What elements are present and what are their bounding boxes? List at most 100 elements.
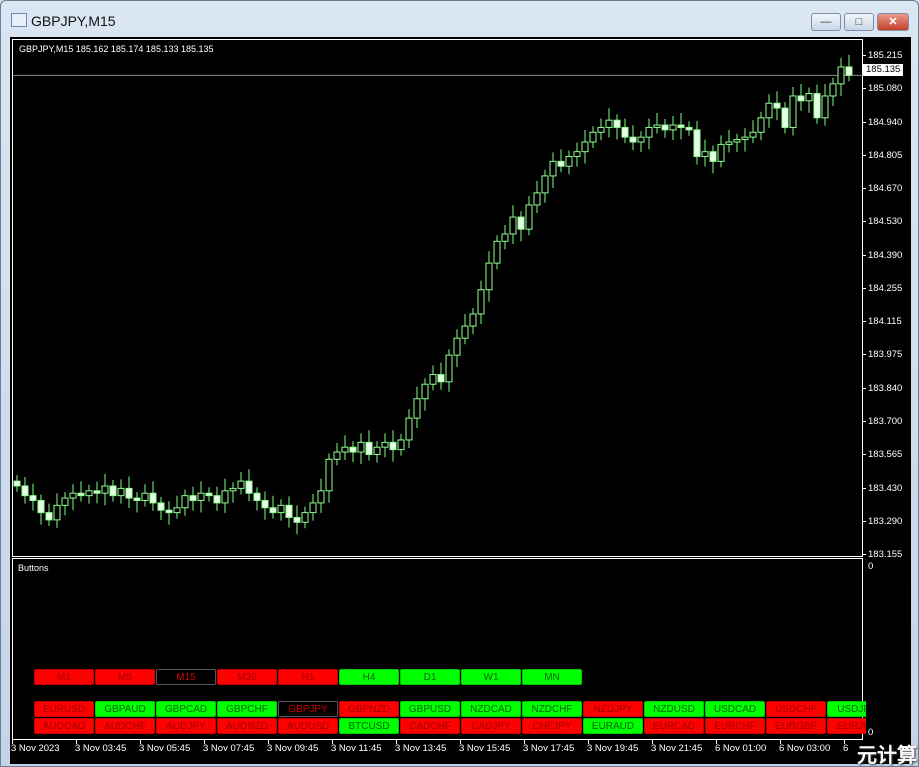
candle [61, 492, 69, 516]
button-usdcad[interactable]: USDCAD [705, 701, 765, 717]
candle [381, 433, 389, 458]
button-m5[interactable]: M5 [95, 669, 155, 685]
candle [709, 145, 717, 174]
time-tick [140, 740, 141, 744]
button-audchf[interactable]: AUDCHF [95, 718, 155, 734]
candle [197, 481, 205, 513]
button-audnzd[interactable]: AUDNZD [217, 718, 277, 734]
candle [149, 481, 157, 511]
button-nzdusd[interactable]: NZDUSD [644, 701, 704, 717]
candle [13, 475, 21, 492]
button-usdjpy[interactable]: USDJPY [827, 701, 866, 717]
candle [237, 472, 245, 495]
time-label: 3 Nov 15:45 [459, 743, 511, 754]
price-tick [862, 287, 866, 289]
button-h1[interactable]: H1 [278, 669, 338, 685]
price-label: 184.255 [868, 282, 903, 294]
button-nzdchf[interactable]: NZDCHF [522, 701, 582, 717]
button-chfjpy[interactable]: CHFJPY [522, 718, 582, 734]
price-tick [862, 121, 866, 123]
candle [573, 142, 581, 167]
price-label: 184.390 [868, 249, 903, 261]
price-tick [862, 554, 866, 556]
button-d1[interactable]: D1 [400, 669, 460, 685]
candle [733, 133, 741, 152]
candle [533, 180, 541, 213]
price-tick [862, 387, 866, 389]
price-label: 184.115 [868, 316, 902, 328]
time-tick [268, 740, 269, 744]
price-chart-pane[interactable]: GBPJPY,M15 185.162 185.174 185.133 185.1… [12, 39, 864, 557]
button-btcusd[interactable]: BTCUSD [339, 718, 399, 734]
button-cadchf[interactable]: CADCHF [400, 718, 460, 734]
button-gbpnzd[interactable]: GBPNZD [339, 701, 399, 717]
candle [101, 473, 109, 506]
button-m30[interactable]: M30 [217, 669, 277, 685]
button-euraud[interactable]: EURAUD [583, 718, 643, 734]
maximize-button[interactable]: □ [844, 13, 874, 31]
button-audcad[interactable]: AUDCAD [34, 718, 94, 734]
button-audjpy[interactable]: AUDJPY [156, 718, 216, 734]
candle [445, 349, 453, 392]
button-m15[interactable]: M15 [156, 669, 216, 685]
button-nzdcad[interactable]: NZDCAD [461, 701, 521, 717]
time-label: 3 Nov 19:45 [587, 743, 639, 754]
candle [701, 139, 709, 167]
current-price-label: 185.135 [863, 64, 904, 76]
time-tick [844, 740, 845, 744]
button-nzdjpy[interactable]: NZDJPY [583, 701, 643, 717]
time-label: 3 Nov 13:45 [395, 743, 447, 754]
price-tick [862, 520, 866, 522]
button-w1[interactable]: W1 [461, 669, 521, 685]
button-gbpchf[interactable]: GBPCHF [217, 701, 277, 717]
button-eurgbp[interactable]: EURGBP [766, 718, 826, 734]
candle [117, 479, 125, 504]
button-eurcad[interactable]: EURCAD [644, 718, 704, 734]
price-tick [862, 487, 866, 489]
candle [629, 125, 637, 150]
time-label: 3 Nov 09:45 [267, 743, 319, 754]
button-usdchf[interactable]: USDCHF [766, 701, 826, 717]
candle [485, 251, 493, 302]
button-gbpusd[interactable]: GBPUSD [400, 701, 460, 717]
button-gbpjpy[interactable]: GBPJPY [278, 701, 338, 717]
time-label: 6 Nov 03:00 [779, 743, 831, 754]
candle [317, 478, 325, 513]
candle [589, 126, 597, 148]
candle [525, 195, 533, 236]
candle [437, 362, 445, 390]
price-tick [862, 454, 866, 456]
button-eurusd[interactable]: EURUSD [34, 701, 94, 717]
button-eurchf[interactable]: EURCHF [705, 718, 765, 734]
candle [109, 479, 117, 502]
time-label: 3 Nov 07:45 [203, 743, 255, 754]
candle [29, 483, 37, 511]
candle [341, 435, 349, 461]
button-mn[interactable]: MN [522, 669, 582, 685]
button-gbpcad[interactable]: GBPCAD [156, 701, 216, 717]
button-m1[interactable]: M1 [34, 669, 94, 685]
button-cadjpy[interactable]: CADJPY [461, 718, 521, 734]
minimize-button[interactable]: — [811, 13, 841, 31]
candle [325, 453, 333, 503]
candle [53, 493, 61, 528]
candle [509, 205, 517, 245]
button-gbpaud[interactable]: GBPAUD [95, 701, 155, 717]
button-h4[interactable]: H4 [339, 669, 399, 685]
candle [605, 108, 613, 138]
price-tick [862, 420, 866, 422]
candle [749, 120, 757, 144]
close-button[interactable]: ✕ [877, 13, 909, 31]
time-tick [396, 740, 397, 744]
chart-area[interactable]: GBPJPY,M15 185.162 185.174 185.133 185.1… [10, 37, 911, 764]
title-bar[interactable]: GBPJPY,M15 — □ ✕ [1, 1, 918, 37]
candle [797, 83, 805, 111]
candle [173, 495, 181, 519]
price-tick [862, 55, 866, 56]
button-eurjpy[interactable]: EURJPY [827, 718, 866, 734]
button-audusd[interactable]: AUDUSD [278, 718, 338, 734]
time-label: 3 Nov 03:45 [75, 743, 127, 754]
candle [685, 121, 693, 136]
price-label: 183.840 [868, 382, 903, 394]
candle [549, 152, 557, 188]
